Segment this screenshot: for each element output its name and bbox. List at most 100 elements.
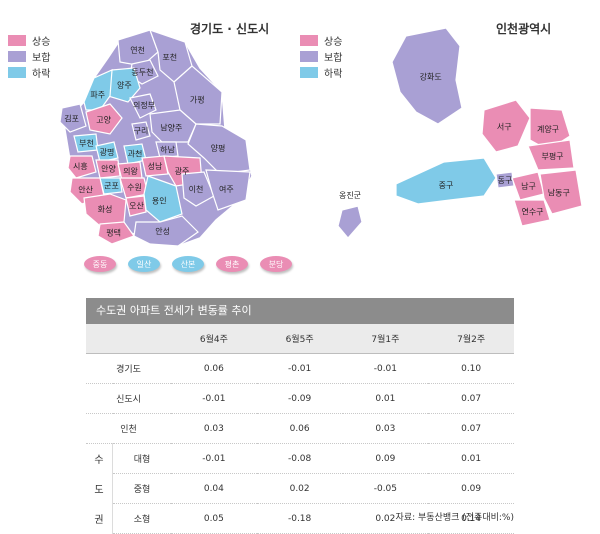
table-header-cell: 6월5주 [256,324,343,354]
value-cell: -0.01 [171,383,257,414]
legend-item-rise: 상승 [300,32,342,48]
region-label: 계양구 [537,124,559,134]
legend-swatch-fall [300,66,318,78]
table-header-corner [86,324,171,354]
group-label: 도 [94,485,104,496]
region-파주 [83,69,113,111]
legend-label-fall: 하락 [32,68,51,80]
value-cell: 0.09 [342,443,429,474]
region-label: 양주 [117,81,132,90]
region-label: 안양 [101,164,116,174]
region-label: 용인 [152,195,167,205]
region-label: 의정부 [133,100,155,110]
region-label: 동구 [498,176,513,185]
new-towns-legend: 중동 일산 산본 평촌 분당 [84,256,292,272]
value-cell: -0.08 [256,443,343,474]
legend-label-flat: 보합 [32,52,51,64]
row-label: 인천 [86,413,171,444]
legend-swatch-fall [8,66,26,78]
region-label: 평택 [106,227,121,237]
new-town-badge: 평촌 [216,256,248,272]
region-label: 성남 [148,162,163,171]
region-label: 시흥 [73,161,88,171]
table-header-cell: 7월1주 [342,324,429,354]
legend-label-flat: 보합 [324,52,343,64]
region-김포 [59,103,87,133]
table-header-cell: 7월2주 [428,324,514,354]
legend-item-flat: 보합 [8,48,50,64]
value-cell: 0.09 [428,473,514,504]
region-label: 중구 [439,181,454,190]
region-평택 [97,221,135,245]
region-label: 이천 [189,184,204,194]
value-cell: -0.09 [256,383,343,414]
new-town-badge: 일산 [128,256,160,272]
region-label: 동두천 [131,67,153,77]
region-시흥 [67,155,97,179]
region-label: 남구 [521,182,536,191]
region-label: 연수구 [521,208,543,217]
region-의정부 [129,93,157,119]
group-label: 수 [94,455,104,467]
region-남동구 [539,169,583,215]
new-town-badge: 분당 [260,256,292,272]
table-row: 도 중형 0.04 0.02 -0.05 0.09 [86,473,514,504]
value-cell: 0.07 [428,413,514,444]
table-title: 수도권 아파트 전세가 변동률 추이 [86,298,514,324]
region-label: 파주 [90,90,105,99]
incheon-map-panel: 인천광역시 상승 보합 하락 강화도 서구 계양구 부평구 중구 동구 남구 남동구 연수구 옹진… [300,0,600,285]
row-label: 소형 [112,503,171,534]
region-label: 포천 [162,52,177,62]
region-동구 [495,171,515,189]
incheon-map-title: 인천광역시 [496,22,552,36]
region-label: 군포 [104,182,119,191]
region-이천 [181,171,215,207]
row-label: 신도시 [86,383,171,414]
region-하남 [155,141,179,159]
value-cell: 0.10 [428,353,514,384]
region-label: 부천 [79,138,94,148]
legend-item-flat: 보합 [300,48,342,64]
region-label: 부평구 [541,151,563,161]
value-cell: 0.01 [342,383,429,414]
region-옹진군 [337,205,363,239]
value-cell: 0.03 [342,413,429,444]
value-cell: 0.02 [256,473,343,504]
table-row: 신도시 -0.01 -0.09 0.01 0.07 [86,383,514,414]
region-label: 수원 [127,183,142,192]
gyeonggi-legend: 상승 보합 하락 [8,32,50,80]
rate-table-grid: 6월4주 6월5주 7월1주 7월2주 경기도 0.06 -0.01 -0.01 0.1… [86,324,514,534]
region-label: 강화도 [420,71,442,81]
table-row: 경기도 0.06 -0.01 -0.01 0.10 [86,353,514,384]
region-label: 오산 [129,201,144,211]
value-cell: -0.05 [342,473,429,504]
value-cell: -0.01 [171,443,257,474]
region-label: 여주 [219,184,234,194]
table-header-cell: 6월4주 [171,324,257,354]
value-cell: -0.18 [256,503,343,534]
new-town-badge: 중동 [84,256,116,272]
gyeonggi-map-panel: 경기도 · 신도시 상승 보합 하락 연천 포천 동두천 양주 파주 의정부 가평 김포 고양 구… [0,0,300,285]
rate-table: 수도권 아파트 전세가 변동률 추이 6월4주 6월5주 7월1주 7월2주 경… [86,298,514,534]
region-label: 양평 [211,143,226,153]
region-label: 화성 [98,205,113,214]
region-연천 [117,29,159,67]
region-안양 [95,159,121,179]
region-label: 하남 [160,145,175,155]
region-중구 [395,157,497,205]
region-성남 [141,155,169,177]
table-header-row: 6월4주 6월5주 7월1주 7월2주 [86,324,514,354]
value-cell: 0.04 [171,473,257,504]
region-label: 구리 [134,127,149,136]
legend-item-fall: 하락 [300,64,342,80]
legend-swatch-flat [8,50,26,62]
region-남양주 [149,109,197,143]
region-label: 안산 [78,185,93,195]
region-label: 남양주 [160,123,182,132]
region-label: 김포 [64,113,79,123]
value-cell: -0.01 [256,353,343,384]
region-오산 [125,195,147,217]
incheon-legend: 상승 보합 하락 [300,32,342,80]
legend-swatch-rise [8,34,26,46]
